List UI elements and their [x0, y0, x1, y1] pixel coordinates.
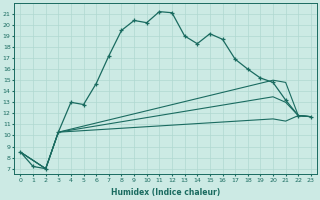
X-axis label: Humidex (Indice chaleur): Humidex (Indice chaleur)	[111, 188, 220, 197]
